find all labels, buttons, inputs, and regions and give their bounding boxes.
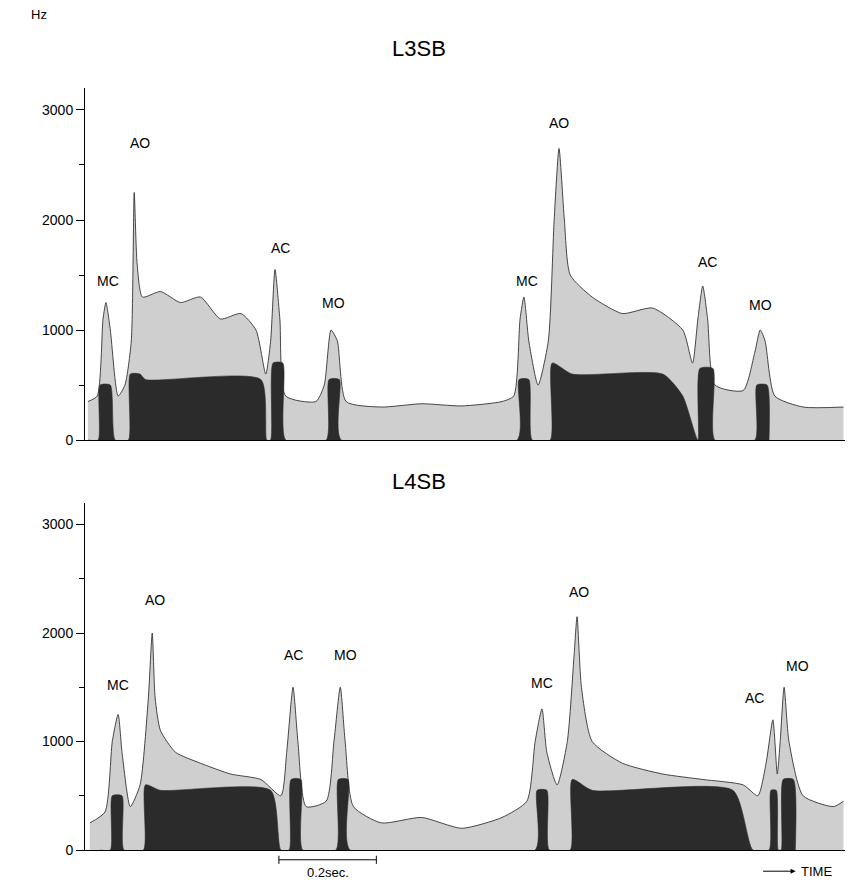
svg-text:AC: AC [284,647,303,663]
svg-text:3000: 3000 [42,102,73,118]
svg-text:MC: MC [97,273,119,289]
svg-text:AC: AC [698,254,717,270]
svg-text:L3SB: L3SB [392,36,446,61]
svg-text:0: 0 [65,842,73,858]
svg-text:MC: MC [516,273,538,289]
svg-text:TIME: TIME [801,864,832,879]
svg-text:1000: 1000 [42,322,73,338]
svg-text:3000: 3000 [42,516,73,532]
svg-text:Hz: Hz [31,7,47,22]
svg-text:0.2sec.: 0.2sec. [307,865,349,880]
svg-text:AC: AC [271,240,290,256]
svg-text:2000: 2000 [42,212,73,228]
svg-text:MO: MO [334,647,357,663]
svg-text:AO: AO [130,135,150,151]
svg-text:MC: MC [531,675,553,691]
svg-text:0: 0 [65,432,73,448]
svg-text:MO: MO [749,297,772,313]
svg-text:MO: MO [786,658,809,674]
svg-text:2000: 2000 [42,625,73,641]
svg-text:AO: AO [549,115,569,131]
svg-text:MO: MO [322,295,345,311]
svg-text:AO: AO [569,584,589,600]
svg-text:AC: AC [745,690,764,706]
svg-text:1000: 1000 [42,733,73,749]
svg-text:L4SB: L4SB [392,469,446,494]
svg-text:AO: AO [145,592,165,608]
svg-text:MC: MC [107,677,129,693]
